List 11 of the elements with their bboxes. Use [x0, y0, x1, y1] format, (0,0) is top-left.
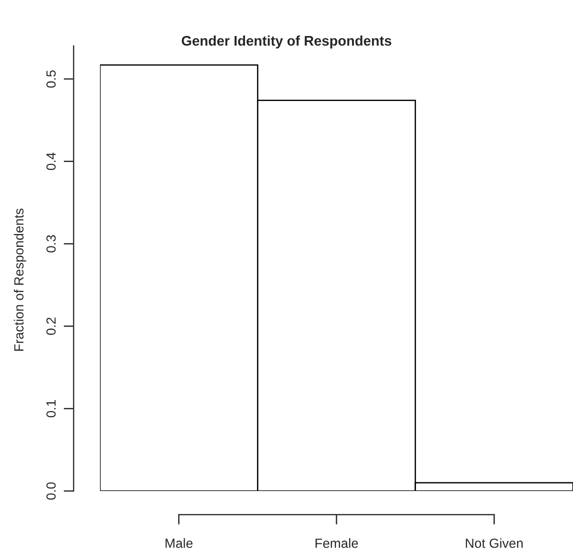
y-tick-label: 0.3 [46, 235, 56, 252]
x-tick-label: Female [316, 538, 358, 548]
y-tick-label: 0.1 [46, 400, 56, 418]
y-axis-title: Fraction of Respondents [14, 208, 26, 351]
x-tick-label: Male [166, 538, 193, 548]
y-tick-label: 0.4 [46, 152, 56, 170]
x-tick-label: Not Given [466, 538, 523, 548]
chart-title: Gender Identity of Respondents [182, 36, 392, 48]
y-tick-label: 0.5 [46, 70, 56, 88]
y-tick-label: 0.2 [46, 318, 56, 335]
y-tick-label: 0.0 [46, 482, 56, 500]
